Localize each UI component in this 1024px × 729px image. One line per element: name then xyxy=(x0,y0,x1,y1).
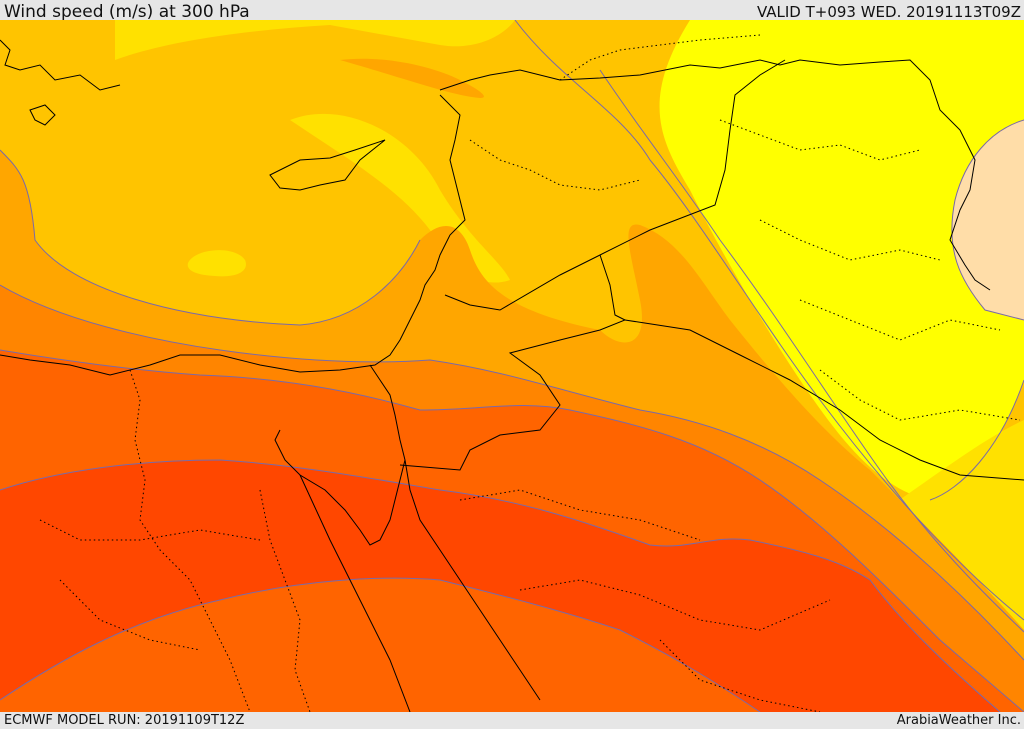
band-amber-jet-streak xyxy=(340,58,484,98)
credit-label: ArabiaWeather Inc. xyxy=(896,713,1021,728)
band-tan xyxy=(951,120,1024,320)
internal-boundaries xyxy=(39,34,1021,712)
band-yellow-north xyxy=(115,20,515,60)
band-light-yellow xyxy=(659,20,1024,500)
isotach-lines xyxy=(0,20,1024,712)
header-bar xyxy=(0,0,1024,20)
chart-title: Wind speed (m/s) at 300 hPa xyxy=(4,2,250,22)
wind-speed-map xyxy=(0,20,1024,712)
valid-time: VALID T+093 WED. 20191113T09Z xyxy=(756,3,1021,21)
band-yellow-east xyxy=(870,420,1024,630)
footer-bar xyxy=(0,712,1024,729)
band-dark-orange-south xyxy=(0,578,760,712)
coastlines-and-borders xyxy=(0,39,1024,712)
model-run-label: ECMWF MODEL RUN: 20191109T12Z xyxy=(4,713,245,728)
band-yellow-blob xyxy=(187,250,246,277)
